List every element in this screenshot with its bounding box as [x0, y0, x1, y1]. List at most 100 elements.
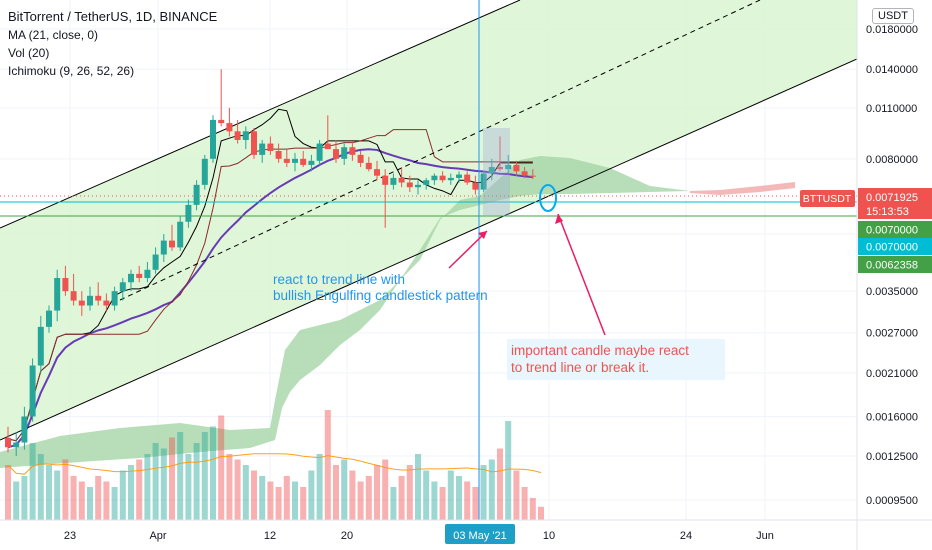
candle [374, 160, 380, 181]
volume-bar [259, 476, 266, 520]
candle-body [472, 182, 479, 190]
volume-bar [464, 481, 471, 520]
candle [177, 215, 184, 251]
candle-body [193, 184, 200, 205]
candle-body [349, 147, 356, 155]
candle-body [365, 162, 372, 170]
volume-bar [70, 476, 77, 520]
candle-body [78, 300, 85, 306]
candle-body [242, 131, 249, 140]
price-level-bg [858, 238, 932, 255]
candle [95, 282, 102, 306]
volume-bar [13, 481, 20, 520]
volume-bar [128, 465, 134, 520]
candle-body [259, 143, 266, 155]
price-level-bg [858, 221, 932, 238]
candle [341, 143, 348, 165]
volume-bar [423, 470, 430, 520]
indicator-ma-label: MA (21, close, 0) [8, 28, 99, 42]
ma21-line [7, 148, 533, 449]
candle [259, 139, 266, 163]
candle-body [447, 177, 454, 181]
candle-body [226, 123, 233, 132]
indicator-vol-label: Vol (20) [8, 46, 50, 60]
candle-body [382, 175, 389, 185]
volume-bar [152, 443, 159, 520]
volume-bar [267, 481, 274, 520]
volume-bar [119, 470, 126, 520]
volume-bar [488, 459, 495, 520]
candle-body [251, 131, 257, 155]
symbol-tag: BTTUSDT [803, 193, 852, 205]
candle [128, 269, 134, 292]
candle-body [333, 149, 339, 159]
candle-body [136, 273, 143, 279]
annotation-circle [539, 184, 557, 212]
volume-bar [193, 443, 200, 520]
candle-body [177, 221, 184, 248]
candle [398, 167, 405, 188]
candle-body [119, 282, 126, 292]
candle-body [160, 240, 167, 255]
candle [349, 141, 356, 161]
volume-bar [398, 476, 405, 520]
current-price-label: 0.0071925 [866, 192, 918, 204]
candle-body [415, 184, 421, 188]
candle [365, 156, 372, 172]
candle [169, 224, 175, 251]
volume-bar [46, 465, 52, 520]
candle [480, 171, 487, 193]
candle [144, 261, 151, 283]
ichimoku-cloud [0, 156, 690, 468]
candle [70, 273, 77, 306]
candle [333, 139, 339, 163]
chart-title: BitTorrent / TetherUS, 1D, BINANCE [8, 9, 218, 24]
volume-bar [357, 481, 364, 520]
candle [87, 286, 93, 311]
current-price-bg [858, 188, 932, 219]
volume-bar [201, 432, 208, 520]
candle-body [46, 310, 52, 327]
volume-bar [160, 448, 167, 520]
volume-bar [431, 481, 438, 520]
candle-body [390, 177, 397, 185]
volume-ma-line [7, 453, 542, 475]
candle [382, 169, 389, 228]
candle-body [439, 175, 446, 181]
annotation-arrow-2 [557, 213, 606, 336]
candle-body [480, 173, 487, 190]
candle [529, 169, 536, 180]
candle-body [275, 151, 282, 159]
candle-body [456, 174, 462, 178]
candle [37, 315, 44, 373]
candle [218, 69, 225, 127]
x-tick-label: 20 [341, 530, 353, 542]
volume-bar [177, 432, 184, 520]
y-tick-label: 0.0180000 [866, 24, 918, 36]
candle [308, 154, 315, 172]
volume-bar [103, 481, 110, 520]
candle [300, 151, 307, 168]
candle [497, 136, 503, 172]
candle [521, 167, 528, 178]
volume-bar [505, 421, 512, 520]
currency-selector[interactable]: USDT [872, 8, 914, 24]
annotation-arrow-1 [448, 230, 488, 269]
candle-body [488, 167, 495, 174]
y-tick-label: 0.0027000 [866, 328, 918, 340]
candle-body [267, 143, 274, 152]
candle-body [234, 131, 241, 140]
volume-bar [169, 437, 175, 520]
candle-body [201, 158, 208, 185]
candle [324, 115, 331, 150]
candle [357, 151, 364, 168]
candle [390, 173, 397, 190]
volume-bar [275, 487, 282, 520]
candle [488, 158, 495, 181]
countdown-label: 15:13:53 [866, 206, 909, 218]
candle [242, 126, 249, 150]
candle-body [210, 119, 216, 159]
candle-body [374, 169, 380, 176]
